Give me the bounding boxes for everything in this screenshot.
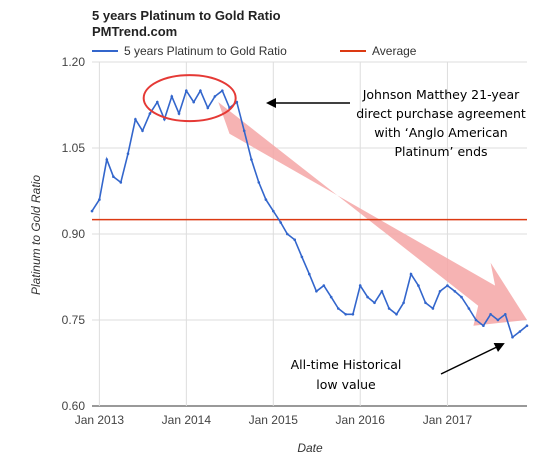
- y-axis-label: Platinum to Gold Ratio: [29, 175, 43, 295]
- y-tick-label: 1.20: [62, 55, 86, 69]
- x-tick-label: Jan 2015: [249, 413, 299, 427]
- y-tick-label: 0.90: [62, 227, 86, 241]
- gridlines: [92, 61, 527, 407]
- series-line: [91, 88, 528, 339]
- chart-subtitle: PMTrend.com: [92, 24, 177, 39]
- y-tick-label: 0.60: [62, 399, 86, 413]
- annotation-historical-low: All-time Historical low value: [291, 357, 402, 392]
- x-tick-label: Jan 2016: [336, 413, 386, 427]
- y-tick-label: 0.75: [62, 313, 86, 327]
- x-tick-labels: Jan 2013 Jan 2014 Jan 2015 Jan 2016 Jan 2017: [75, 413, 473, 427]
- x-tick-label: Jan 2017: [423, 413, 473, 427]
- x-tick-label: Jan 2013: [75, 413, 125, 427]
- annotation-arrow-bottom: [440, 342, 505, 375]
- trend-arrow: [218, 102, 528, 326]
- legend-label-series: 5 years Platinum to Gold Ratio: [124, 44, 287, 58]
- x-axis-label: Date: [297, 441, 323, 455]
- y-tick-label: 1.05: [62, 141, 86, 155]
- legend: 5 years Platinum to Gold Ratio Average: [92, 44, 417, 58]
- chart-title: 5 years Platinum to Gold Ratio: [92, 8, 281, 23]
- legend-label-average: Average: [372, 44, 417, 58]
- peak-highlight-ellipse: [142, 74, 237, 123]
- annotation-purchase-agreement: Johnson Matthey 21-year direct purchase a…: [356, 87, 526, 159]
- y-tick-labels: 0.60 0.75 0.90 1.05 1.20: [62, 55, 86, 413]
- x-tick-label: Jan 2014: [162, 413, 212, 427]
